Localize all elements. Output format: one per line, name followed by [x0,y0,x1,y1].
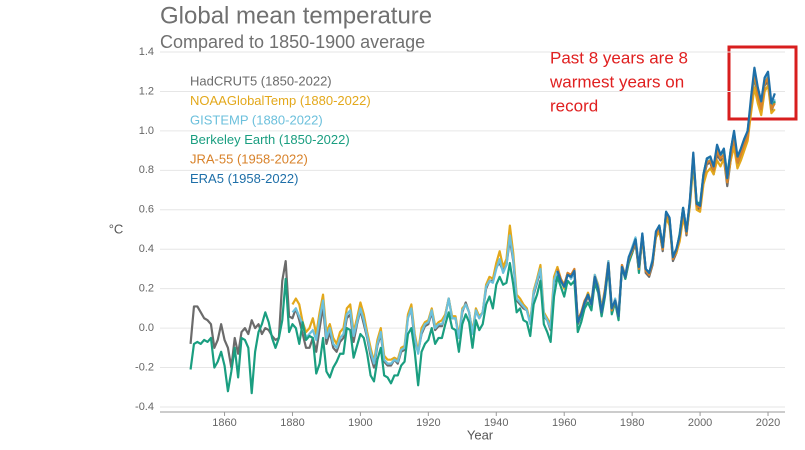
annotation: warmest years on [549,72,684,91]
x-tick-label: 2020 [756,417,780,429]
y-tick-label: -0.4 [135,401,154,413]
y-tick-label: 1.4 [139,46,154,58]
chart-subtitle: Compared to 1850-1900 average [160,32,425,52]
y-tick-label: 1.0 [139,125,154,137]
legend-entry: HadCRUT5 (1850-2022) [190,73,332,88]
x-tick-label: 1940 [484,417,508,429]
x-tick-label: 1860 [212,417,236,429]
y-tick-label: 0.8 [139,164,154,176]
highlight-box [727,45,798,121]
x-tick-label: 1960 [552,417,576,429]
y-axis-label: °C [109,221,124,236]
x-tick-label: 2000 [688,417,712,429]
series-line [556,66,776,324]
legend-entry: NOAAGlobalTemp (1880-2022) [190,93,371,108]
x-axis-label: Year [467,427,494,442]
legend-entry: ERA5 (1958-2022) [190,171,298,186]
y-tick-label: 0.0 [139,322,154,334]
x-tick-label: 1920 [416,417,440,429]
chart-title: Global mean temperature [160,2,432,29]
x-tick-label: 1880 [280,417,304,429]
y-tick-label: -0.2 [135,361,154,373]
legend-entry: JRA-55 (1958-2022) [190,151,308,166]
x-tick-label: 1980 [620,417,644,429]
y-tick-label: 1.2 [139,85,154,97]
legend-entry: GISTEMP (1880-2022) [190,112,323,127]
y-tick-label: 0.2 [139,283,154,295]
annotation: record [550,96,598,115]
y-tick-label: 0.6 [139,204,154,216]
annotation: Past 8 years are 8 [550,48,688,67]
legend-entry: Berkeley Earth (1850-2022) [190,132,350,147]
x-tick-label: 1900 [348,417,372,429]
series-line [291,72,776,365]
y-tick-label: 0.4 [139,243,154,255]
